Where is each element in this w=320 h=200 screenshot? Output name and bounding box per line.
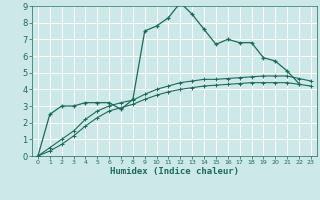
X-axis label: Humidex (Indice chaleur): Humidex (Indice chaleur): [110, 167, 239, 176]
